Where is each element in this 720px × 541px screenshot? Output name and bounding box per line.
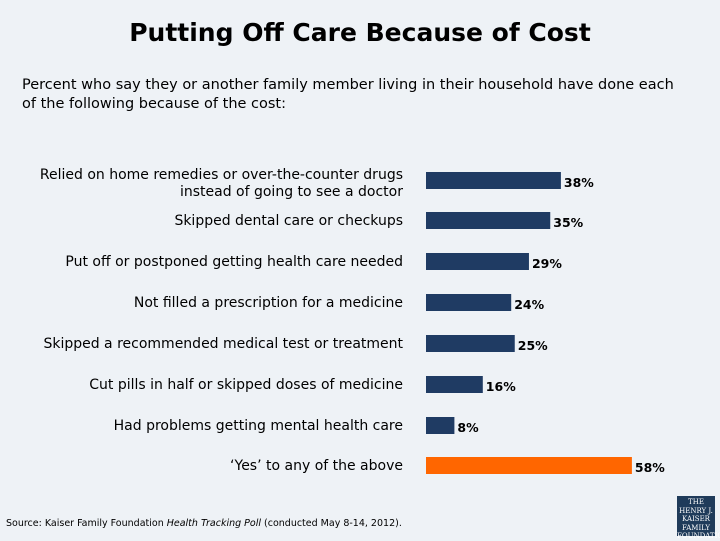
- bar-2: [426, 253, 529, 270]
- category-label-0-line-0: Relied on home remedies or over-the-coun…: [40, 167, 403, 183]
- bar-4: [426, 335, 515, 352]
- bar-6: [426, 417, 455, 434]
- category-label-1: Skipped dental care or checkups: [174, 213, 403, 229]
- chart-subtitle: Percent who say they or another family m…: [22, 77, 674, 112]
- source-prefix: Source: Kaiser Family Foundation: [6, 518, 167, 529]
- category-label-3: Not filled a prescription for a medicine: [134, 295, 403, 311]
- source-poll-name: Health Tracking Poll: [166, 518, 261, 529]
- value-label-5: 16%: [486, 379, 516, 394]
- value-label-7: 58%: [635, 460, 665, 475]
- category-label-0-line-1: instead of going to see a doctor: [180, 184, 403, 200]
- logo-line-2: KAISER: [682, 515, 710, 523]
- value-label-0: 38%: [564, 175, 594, 190]
- logo-line-4: FOUNDATION: [677, 532, 720, 540]
- category-label-7: ‘Yes’ to any of the above: [230, 458, 403, 474]
- logo-line-1: THE HENRY J.: [679, 498, 713, 515]
- kaiser-logo: THE HENRY J. KAISER FAMILY FOUNDATION: [677, 496, 720, 540]
- bar-3: [426, 294, 512, 311]
- category-label-5: Cut pills in half or skipped doses of me…: [89, 377, 403, 393]
- category-label-4: Skipped a recommended medical test or tr…: [43, 336, 403, 352]
- bar-7: [426, 457, 632, 474]
- logo-line-3: FAMILY: [681, 523, 711, 532]
- value-label-6: 8%: [457, 420, 479, 435]
- value-label-4: 25%: [518, 338, 548, 353]
- category-label-6: Had problems getting mental health care: [114, 418, 403, 434]
- category-label-2: Put off or postponed getting health care…: [65, 254, 403, 270]
- source-note: Source: Kaiser Family Foundation Health …: [6, 518, 402, 529]
- value-label-1: 35%: [553, 215, 583, 230]
- source-suffix: (conducted May 8-14, 2012).: [261, 518, 402, 529]
- value-label-3: 24%: [514, 297, 544, 312]
- value-label-2: 29%: [532, 256, 562, 271]
- bar-5: [426, 376, 483, 393]
- chart-title: Putting Off Care Because of Cost: [129, 18, 591, 47]
- bar-1: [426, 212, 551, 229]
- bar-0: [426, 172, 561, 189]
